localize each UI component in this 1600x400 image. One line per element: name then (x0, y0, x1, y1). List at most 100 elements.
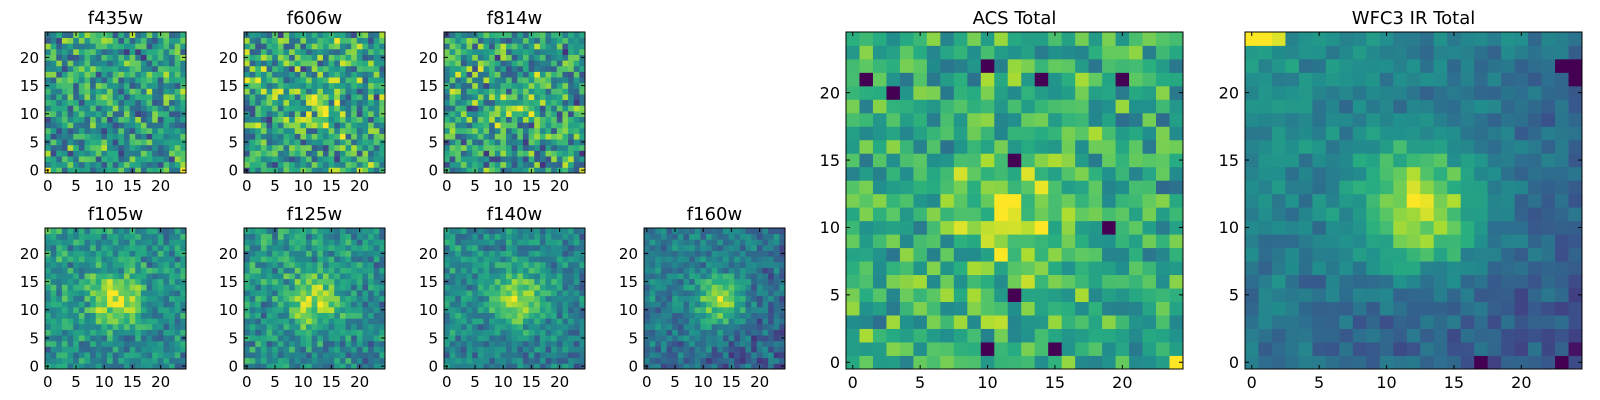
heatmap-cell (666, 261, 673, 268)
y-tick-label: 0 (228, 358, 238, 376)
heatmap-cell (61, 144, 68, 151)
heatmap-cell (556, 37, 563, 44)
x-tick-label: 10 (294, 373, 313, 391)
heatmap-cell (84, 139, 91, 146)
heatmap-cell (449, 94, 456, 101)
heatmap-cell (118, 244, 125, 251)
heatmap-cell (751, 363, 758, 370)
heatmap-cell (260, 261, 267, 268)
heatmap-cell (152, 290, 159, 297)
heatmap-cell (322, 43, 329, 50)
heatmap-cell (56, 48, 63, 55)
heatmap-cell (528, 346, 535, 353)
heatmap-cell (368, 127, 375, 134)
axes-frame (443, 31, 586, 174)
heatmap-cell (751, 278, 758, 285)
heatmap-cell (483, 65, 490, 72)
heatmap-cell (300, 133, 307, 140)
heatmap-cell (306, 284, 313, 291)
heatmap-cell (751, 273, 758, 280)
heatmap-cell (266, 301, 273, 308)
heatmap-cell (67, 312, 74, 319)
heatmap-cell (779, 239, 786, 246)
heatmap-cell (146, 105, 153, 112)
heatmap-cell (135, 60, 142, 67)
heatmap-cell (135, 94, 142, 101)
heatmap-cell (644, 261, 651, 268)
heatmap-cell (455, 267, 462, 274)
heatmap-cell (174, 352, 181, 359)
heatmap-cell (886, 180, 901, 195)
heatmap-cell (1102, 274, 1116, 289)
heatmap-cell (449, 306, 456, 313)
heatmap-cell (660, 301, 667, 308)
heatmap-cell (334, 65, 341, 72)
heatmap-cell (500, 323, 507, 330)
heatmap-cell (534, 273, 541, 280)
heatmap-cell (872, 193, 887, 208)
heatmap-cell (649, 357, 656, 364)
heatmap-cell (300, 273, 307, 280)
heatmap-cell (266, 250, 273, 257)
heatmap-cell (1007, 315, 1022, 329)
heatmap-cell (568, 228, 575, 235)
heatmap-cell (649, 318, 656, 325)
heatmap-cell (694, 340, 701, 347)
heatmap-cell (322, 239, 329, 246)
heatmap-cell (700, 267, 707, 274)
heatmap-cell (362, 54, 369, 61)
heatmap-cell (683, 318, 690, 325)
heatmap-cell (1169, 342, 1184, 356)
heatmap-cell (135, 357, 142, 364)
heatmap-cell (322, 77, 329, 84)
heatmap-cell (61, 110, 68, 117)
heatmap-cell (244, 318, 251, 325)
heatmap-cell (152, 99, 159, 106)
heatmap-cell (500, 37, 507, 44)
heatmap-cell (174, 65, 181, 72)
heatmap-cell (56, 71, 63, 78)
heatmap-cell (345, 99, 352, 106)
heatmap-cell (734, 352, 741, 359)
heatmap-cell (129, 37, 136, 44)
heatmap-cell (78, 65, 85, 72)
heatmap-cell (294, 352, 301, 359)
heatmap-cell (118, 43, 125, 50)
heatmap-cell (277, 290, 284, 297)
heatmap-cell (379, 43, 386, 50)
heatmap-cell (157, 290, 164, 297)
heatmap-cell (180, 329, 187, 336)
y-tick-label: 5 (628, 329, 638, 347)
heatmap-cell (351, 318, 358, 325)
heatmap-cell (539, 346, 546, 353)
heatmap-cell (356, 256, 363, 263)
heatmap-cell (311, 340, 318, 347)
heatmap-cell (539, 105, 546, 112)
heatmap-cell (483, 156, 490, 163)
heatmap-cell (84, 167, 91, 174)
heatmap-cell (146, 278, 153, 285)
heatmap-cell (528, 94, 535, 101)
heatmap-cell (500, 144, 507, 151)
heatmap-cell (460, 133, 467, 140)
heatmap-cell (73, 233, 80, 240)
heatmap-cell (345, 156, 352, 163)
heatmap-cell (107, 352, 114, 359)
heatmap-cell (859, 288, 874, 302)
heatmap-cell (249, 312, 256, 319)
heatmap-cell (460, 261, 467, 268)
heatmap-cell (56, 37, 63, 44)
heatmap-cell (573, 267, 580, 274)
heatmap-cell (579, 346, 586, 353)
heatmap-cell (779, 312, 786, 319)
heatmap-cell (67, 244, 74, 251)
heatmap-cell (500, 54, 507, 61)
heatmap-cell (300, 239, 307, 246)
heatmap-cell (573, 60, 580, 67)
heatmap-cell (294, 54, 301, 61)
heatmap-cell (345, 48, 352, 55)
heatmap-cell (174, 363, 181, 370)
heatmap-cell (872, 301, 887, 316)
heatmap-cell (649, 233, 656, 240)
